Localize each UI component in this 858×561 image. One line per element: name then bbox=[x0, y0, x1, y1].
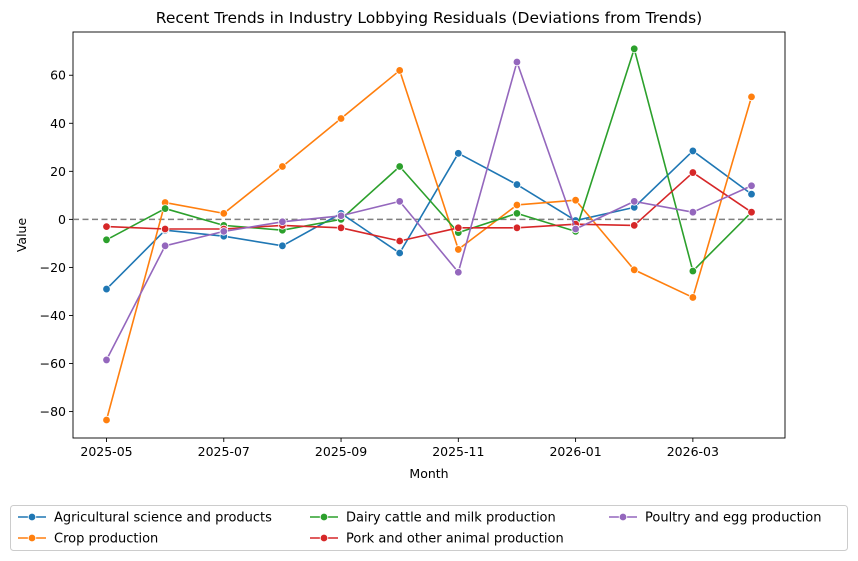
data-point bbox=[336, 211, 346, 220]
x-tick-label: 2025-07 bbox=[198, 444, 250, 459]
series-line bbox=[106, 48, 753, 272]
x-tick-label: 2025-09 bbox=[315, 444, 367, 459]
y-tick-label: −20 bbox=[40, 260, 66, 275]
series-line bbox=[106, 171, 752, 242]
x-tick-label: 2026-03 bbox=[667, 444, 719, 459]
x-tick-label: 2026-01 bbox=[549, 444, 601, 459]
data-point bbox=[630, 44, 639, 54]
data-point bbox=[512, 57, 522, 67]
plot-area: 60 40 20 0 −20 −40 −60 −80 2025-05 2025-07 2025-09… bbox=[40, 31, 786, 459]
data-point bbox=[278, 241, 287, 251]
data-point bbox=[454, 223, 463, 232]
data-point bbox=[336, 114, 346, 123]
legend-label: Dairy cattle and milk production bbox=[346, 511, 556, 526]
data-point bbox=[102, 355, 111, 365]
data-point bbox=[747, 207, 756, 217]
data-point bbox=[512, 209, 522, 218]
data-point bbox=[336, 223, 346, 232]
x-axis-title: Month bbox=[409, 466, 448, 481]
y-tick-label: −40 bbox=[40, 308, 66, 323]
data-point bbox=[747, 92, 756, 102]
legend-label: Pork and other animal production bbox=[346, 532, 564, 547]
data-point bbox=[395, 248, 404, 258]
data-point bbox=[688, 266, 698, 276]
x-tick-label: 2025-11 bbox=[432, 444, 484, 459]
legend-swatch-marker bbox=[618, 512, 628, 522]
data-point bbox=[630, 221, 639, 230]
y-tick-label: −60 bbox=[40, 356, 66, 371]
legend-label: Crop production bbox=[54, 532, 158, 547]
data-point bbox=[512, 180, 522, 189]
y-axis-title: Value bbox=[14, 218, 29, 253]
data-point bbox=[630, 265, 639, 275]
y-tick-label: 0 bbox=[58, 212, 66, 227]
legend-item: Dairy cattle and milk production bbox=[310, 511, 556, 526]
data-point bbox=[395, 162, 404, 171]
data-point bbox=[571, 195, 580, 205]
data-point bbox=[454, 245, 463, 254]
legend: Agricultural science and products Crop pr… bbox=[10, 505, 848, 551]
legend-box bbox=[10, 505, 848, 551]
legend-label: Poultry and egg production bbox=[645, 511, 821, 526]
legend-swatch-marker bbox=[319, 512, 329, 522]
data-point bbox=[102, 415, 111, 425]
data-point bbox=[160, 241, 170, 251]
data-point bbox=[102, 222, 111, 231]
chart-title: Recent Trends in Industry Lobbying Resid… bbox=[156, 9, 702, 27]
data-point bbox=[102, 235, 111, 245]
legend-item: Agricultural science and products bbox=[18, 511, 272, 526]
series-line bbox=[105, 69, 753, 421]
legend-item: Pork and other animal production bbox=[310, 532, 564, 547]
data-point bbox=[278, 217, 287, 226]
data-point bbox=[688, 293, 698, 302]
data-point bbox=[747, 189, 756, 199]
legend-swatch-marker bbox=[27, 533, 37, 543]
series-line bbox=[105, 150, 752, 290]
legend-item: Poultry and egg production bbox=[609, 511, 821, 526]
data-point bbox=[688, 207, 698, 217]
data-point bbox=[395, 197, 404, 206]
y-tick-label: −80 bbox=[40, 404, 66, 419]
data-point bbox=[512, 223, 522, 232]
data-point bbox=[160, 224, 170, 234]
y-tick-label: 20 bbox=[50, 164, 66, 179]
legend-item: Crop production bbox=[18, 532, 158, 547]
data-point bbox=[454, 268, 463, 277]
data-point bbox=[219, 227, 228, 236]
data-point bbox=[571, 224, 580, 234]
data-point bbox=[630, 197, 639, 206]
data-point bbox=[219, 209, 228, 218]
data-point bbox=[454, 149, 463, 158]
data-point bbox=[160, 204, 170, 213]
legend-swatch-marker bbox=[319, 533, 329, 543]
data-point bbox=[512, 200, 522, 210]
plot-frame bbox=[72, 31, 786, 439]
data-point bbox=[395, 236, 404, 246]
series-line bbox=[105, 61, 752, 361]
data-point bbox=[395, 66, 404, 75]
y-tick-label: 40 bbox=[50, 116, 66, 131]
data-point bbox=[278, 162, 287, 171]
data-point bbox=[102, 284, 111, 294]
y-tick-label: 60 bbox=[50, 68, 66, 83]
data-point bbox=[747, 181, 756, 190]
data-point bbox=[688, 168, 698, 177]
legend-swatch-marker bbox=[27, 512, 37, 522]
data-point bbox=[688, 146, 698, 156]
legend-label: Agricultural science and products bbox=[54, 511, 272, 526]
x-tick-label: 2025-05 bbox=[80, 444, 132, 459]
